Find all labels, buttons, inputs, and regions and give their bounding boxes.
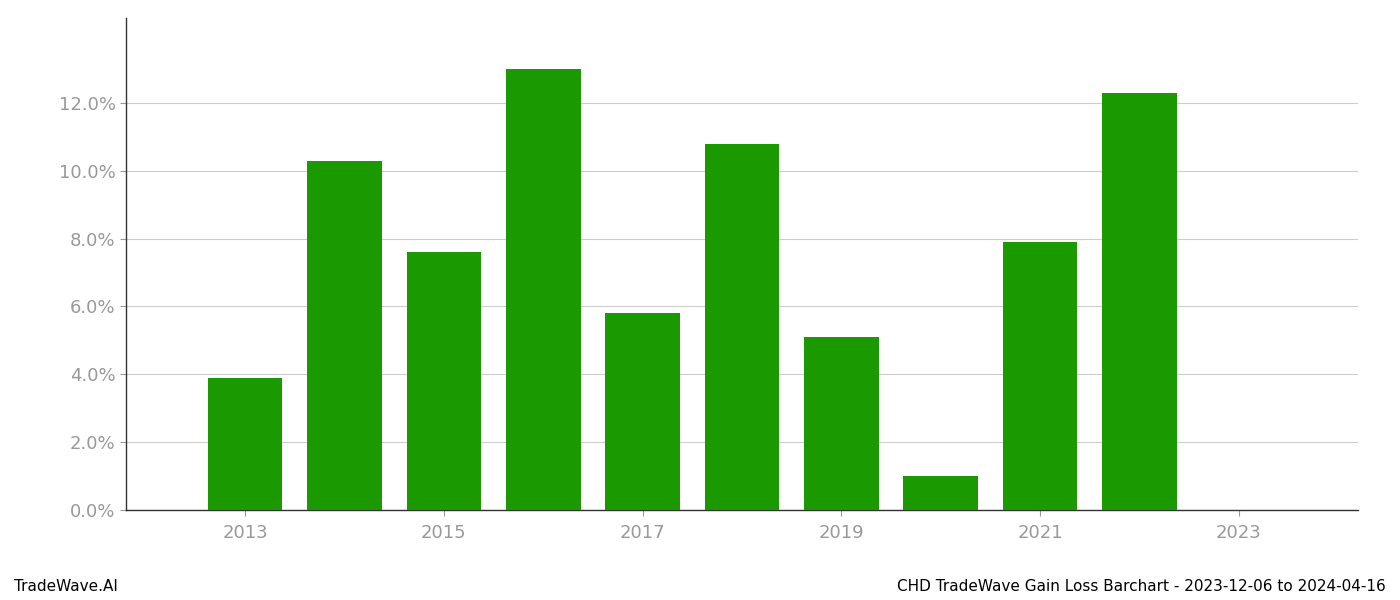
Text: TradeWave.AI: TradeWave.AI (14, 579, 118, 594)
Bar (1002, 242, 1078, 510)
Bar (1102, 92, 1176, 510)
Bar (209, 377, 283, 510)
Bar (406, 252, 482, 510)
Bar (704, 143, 780, 510)
Bar (804, 337, 879, 510)
Bar (903, 476, 979, 510)
Text: CHD TradeWave Gain Loss Barchart - 2023-12-06 to 2024-04-16: CHD TradeWave Gain Loss Barchart - 2023-… (897, 579, 1386, 594)
Bar (605, 313, 680, 510)
Bar (505, 69, 581, 510)
Bar (308, 161, 382, 510)
